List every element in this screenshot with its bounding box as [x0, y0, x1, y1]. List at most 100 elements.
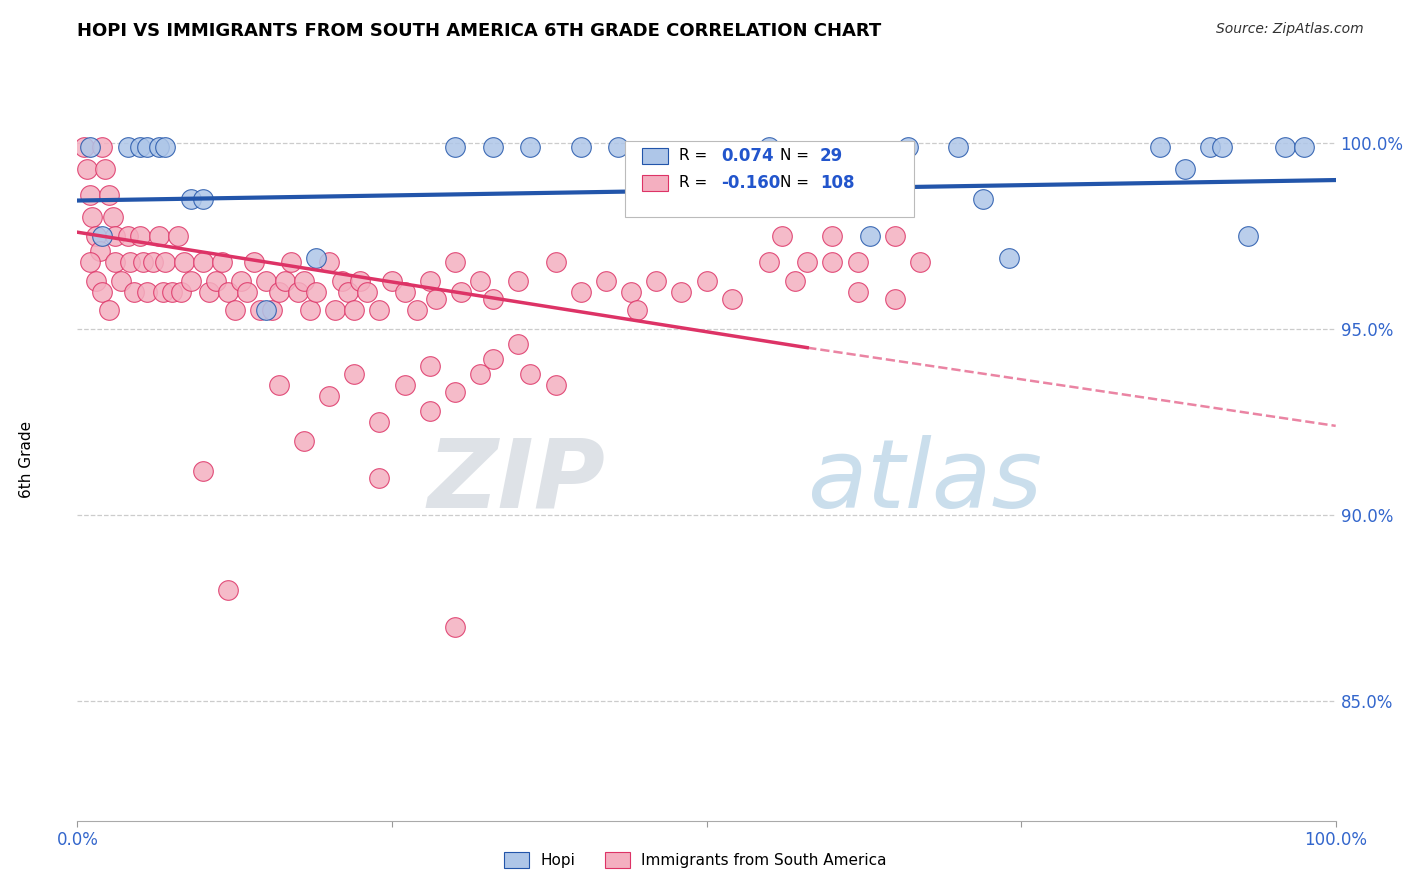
Text: 0.074: 0.074	[721, 147, 775, 165]
Point	[620, 285, 643, 299]
Point	[481, 139, 503, 153]
Point	[595, 274, 617, 288]
Point	[229, 274, 252, 288]
Point	[783, 274, 806, 288]
Point	[280, 255, 302, 269]
Point	[148, 228, 170, 243]
Text: 29: 29	[820, 147, 844, 165]
Point	[104, 228, 127, 243]
Text: N =: N =	[779, 175, 814, 190]
Point	[267, 377, 290, 392]
Point	[1198, 139, 1220, 153]
Point	[468, 274, 491, 288]
Point	[180, 192, 202, 206]
FancyBboxPatch shape	[643, 148, 668, 164]
Point	[117, 228, 139, 243]
Point	[204, 274, 226, 288]
Point	[72, 139, 94, 153]
Point	[323, 303, 346, 318]
Point	[180, 274, 202, 288]
Point	[274, 274, 297, 288]
Point	[79, 188, 101, 202]
Point	[343, 303, 366, 318]
Point	[425, 292, 447, 306]
Point	[217, 285, 239, 299]
Point	[91, 228, 114, 243]
Point	[91, 139, 114, 153]
Point	[160, 285, 183, 299]
Point	[122, 285, 145, 299]
Point	[821, 255, 844, 269]
Point	[997, 252, 1019, 266]
Point	[135, 285, 157, 299]
Point	[101, 211, 124, 225]
Point	[287, 285, 309, 299]
Point	[419, 274, 441, 288]
Point	[519, 139, 541, 153]
Point	[846, 255, 869, 269]
Point	[305, 252, 328, 266]
Point	[1174, 161, 1197, 176]
Point	[330, 274, 353, 288]
Point	[132, 255, 155, 269]
Point	[89, 244, 111, 258]
Point	[406, 303, 429, 318]
Point	[720, 292, 742, 306]
Point	[796, 255, 818, 269]
Point	[444, 620, 467, 634]
Point	[770, 228, 793, 243]
Text: atlas: atlas	[807, 434, 1042, 527]
Point	[1211, 139, 1233, 153]
FancyBboxPatch shape	[643, 175, 668, 191]
Point	[444, 385, 467, 400]
Point	[167, 228, 190, 243]
Point	[569, 285, 592, 299]
Point	[135, 139, 157, 153]
Point	[191, 464, 215, 478]
Point	[82, 211, 104, 225]
Point	[846, 285, 869, 299]
Text: 6th Grade: 6th Grade	[20, 421, 35, 498]
Point	[97, 188, 120, 202]
Text: 108: 108	[820, 174, 855, 192]
Point	[468, 367, 491, 381]
Text: Source: ZipAtlas.com: Source: ZipAtlas.com	[1216, 22, 1364, 37]
Point	[569, 139, 592, 153]
Point	[519, 367, 541, 381]
Point	[84, 274, 107, 288]
Point	[343, 367, 366, 381]
Point	[758, 139, 780, 153]
Point	[671, 285, 693, 299]
Point	[972, 192, 994, 206]
Point	[1236, 228, 1258, 243]
Point	[607, 139, 630, 153]
Point	[155, 139, 177, 153]
Point	[117, 139, 139, 153]
Point	[299, 303, 322, 318]
Point	[152, 285, 174, 299]
Text: Hopi: Hopi	[540, 853, 575, 868]
Point	[544, 255, 567, 269]
Point	[884, 228, 907, 243]
Point	[481, 292, 503, 306]
Point	[349, 274, 371, 288]
Point	[191, 255, 215, 269]
FancyBboxPatch shape	[503, 853, 529, 868]
Point	[254, 303, 277, 318]
Point	[129, 139, 152, 153]
Point	[305, 285, 328, 299]
Point	[292, 434, 315, 448]
Point	[884, 292, 907, 306]
Point	[292, 274, 315, 288]
Point	[394, 285, 416, 299]
Text: Immigrants from South America: Immigrants from South America	[641, 853, 887, 868]
Point	[79, 255, 101, 269]
Point	[419, 359, 441, 374]
Point	[859, 228, 882, 243]
Point	[897, 139, 920, 153]
Text: R =: R =	[679, 175, 711, 190]
Point	[97, 303, 120, 318]
Point	[1149, 139, 1171, 153]
Point	[104, 255, 127, 269]
Point	[129, 228, 152, 243]
